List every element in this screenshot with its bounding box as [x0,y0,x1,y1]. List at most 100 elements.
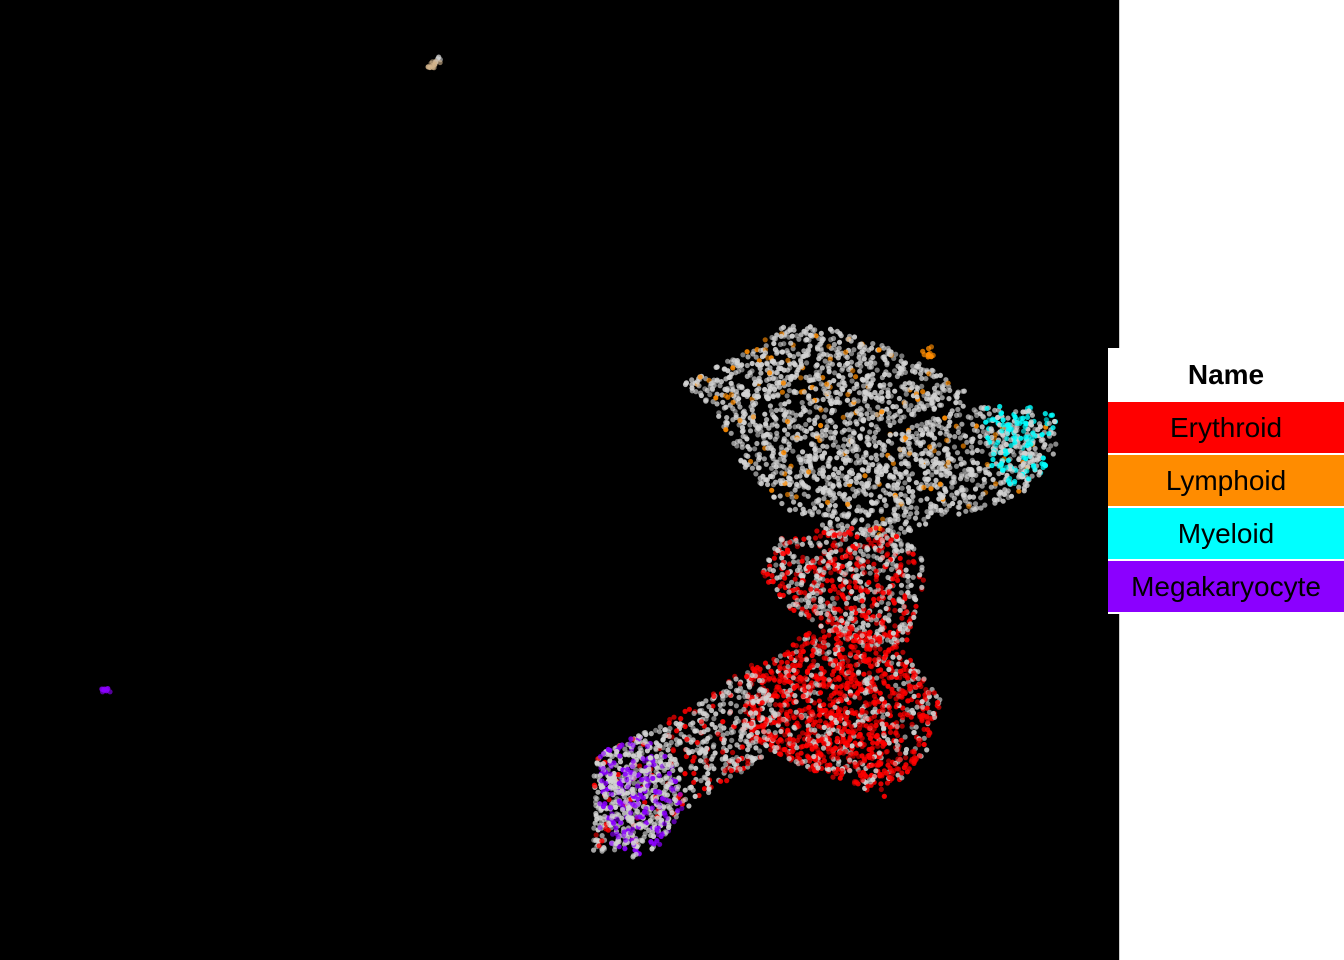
data-point [886,399,892,405]
data-point [862,528,868,534]
data-point [857,508,864,514]
data-point [840,375,846,381]
data-point [1028,453,1034,459]
data-point [829,407,835,413]
data-point [884,661,890,667]
data-point [693,765,699,771]
data-point [826,681,832,688]
data-point [796,636,802,642]
data-point [613,825,619,831]
data-point [870,377,876,383]
data-point [836,362,843,368]
data-point [871,439,877,445]
data-point [855,555,861,561]
data-point [936,491,943,497]
data-point [818,751,824,757]
data-point [757,455,763,461]
data-point [753,471,759,477]
data-point [1007,463,1014,469]
data-point [847,757,853,763]
data-point [891,548,898,555]
data-point [921,676,927,682]
data-point [773,469,779,475]
data-point [856,354,862,360]
data-point [775,547,781,554]
data-point [805,632,811,638]
data-point [745,354,751,360]
data-point [885,345,891,351]
data-point [974,460,981,466]
data-point [957,399,963,406]
data-point [816,651,822,657]
data-point [874,675,880,681]
data-point [801,536,807,542]
data-point [1029,458,1036,464]
data-point [825,460,831,466]
data-point [893,671,899,677]
data-point [1020,409,1026,415]
data-point [906,463,912,469]
data-point [1002,448,1009,454]
data-point [1008,443,1014,449]
data-point [842,625,848,631]
data-point [804,741,811,747]
data-point [971,505,977,511]
data-point [774,575,780,581]
data-point [923,448,929,454]
data-point [1012,434,1018,440]
data-point [723,761,729,768]
data-point [828,715,834,721]
data-point [906,766,912,772]
data-point [880,590,886,596]
data-point [857,741,863,747]
data-point [771,336,777,342]
data-point [911,593,917,600]
data-point [1021,488,1027,494]
data-point [842,476,849,482]
data-point [738,737,744,743]
data-point [723,427,729,433]
data-point [772,730,778,736]
data-point [1004,431,1010,437]
data-point [864,774,870,780]
data-point [989,434,995,440]
data-point [745,747,751,753]
data-point [814,362,820,368]
data-point [843,579,849,585]
data-point [723,393,729,399]
data-point [798,750,804,756]
data-point [861,671,867,677]
data-point [897,471,903,477]
data-point [903,750,909,756]
data-point [699,701,705,707]
data-point [753,739,759,745]
data-point [907,621,914,627]
data-point [965,495,972,501]
data-point [770,579,776,585]
data-point [816,356,822,362]
data-point [803,421,809,428]
data-point [728,430,734,436]
data-point [911,670,917,676]
data-point [828,549,835,556]
data-point [730,417,736,423]
data-point [900,649,906,655]
data-point [920,367,927,373]
data-point [893,404,900,410]
data-point [747,428,754,434]
data-point [802,641,808,647]
data-point [1043,417,1049,423]
data-point [921,406,928,412]
data-point [786,589,792,595]
data-point [821,724,827,731]
data-point [932,389,938,395]
data-point [663,829,669,835]
data-point [919,383,925,389]
data-point [844,354,850,360]
data-point [946,414,952,420]
data-point [982,502,988,508]
data-point [817,369,823,375]
data-point [902,480,908,486]
data-point [955,504,961,510]
data-point [837,531,843,537]
